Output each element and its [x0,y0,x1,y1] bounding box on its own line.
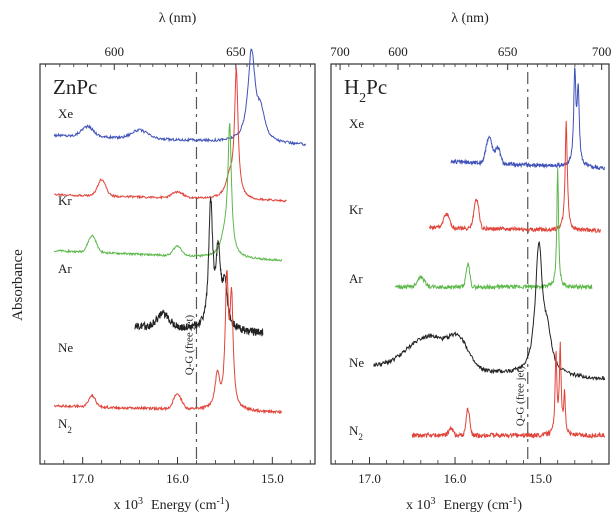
top-axis-label: λ (nm) [451,11,489,26]
spectrum-n2 [53,270,283,415]
x-axis-label-prefix: x 10 [114,498,139,513]
top-tick-label: 700 [592,44,612,59]
panel-title: ZnPc [53,75,97,99]
bottom-tick-label: 17.0 [358,471,381,486]
bottom-tick-label: 16.0 [444,471,467,486]
spectrum-kr [54,67,287,203]
x-axis-label-unit-exponent: -1 [509,496,517,507]
series-label: Ar [349,271,363,286]
spectrum-ne [134,197,264,337]
top-axis-label: λ (nm) [159,11,197,26]
y-axis-label: Absorbance [10,249,26,321]
series-label: N2 [349,423,363,442]
top-tick-label: 650 [498,44,518,59]
bottom-tick-label: 16.0 [166,471,189,486]
spectrum-ne [373,240,606,381]
x-axis-label: x 103 Energy (cm-1) [406,496,522,514]
series-label: Ar [58,261,72,276]
panel-h2pc: 600 650 700 λ (nm) 17.0 16.0 15.0 x 103 Energy (… [330,11,612,514]
x-axis-label-exponent: 3 [138,496,143,507]
series-label: Kr [349,202,363,217]
plot-frame [39,63,316,465]
x-axis-label-prefix: x 10 [406,498,431,513]
panel-title: H2Pc [344,75,387,106]
spectrum-ar [53,123,283,262]
plot-frame [330,63,610,465]
spectrum-xe [53,48,306,147]
free-jet-marker-label: Q-G (free jet) [515,365,527,426]
x-axis-label-exponent: 3 [431,496,436,507]
top-tick-label: 650 [226,44,246,59]
series-label: Kr [58,193,72,208]
panel-znpc: 600 650 700 λ (nm) 17.0 16.0 15.0 x 103 Energy (… [39,11,350,514]
x-axis-label-unit-exponent: -1 [216,496,224,507]
top-tick-label: 600 [388,44,408,59]
series-label: Ne [58,340,73,355]
series-label: Xe [58,106,73,121]
spectrum-xe [450,66,605,171]
bottom-tick-label: 15.0 [529,471,552,486]
x-axis-label-main: Energy (cm [444,498,510,513]
x-axis-label-close: ) [225,498,230,513]
series-label: N2 [58,416,72,435]
x-axis-label-close: ) [517,498,522,513]
top-tick-label: 600 [105,44,125,59]
spectrum-kr [428,120,601,234]
x-axis-label: x 103 Energy (cm-1) [114,496,230,514]
top-tick-label: 700 [330,44,350,59]
spectrum-ar [394,168,593,291]
spectrum-n2 [411,341,606,439]
series-label: Xe [349,116,364,131]
free-jet-marker-label: Q-G (free jet) [183,314,195,375]
series-label: Ne [349,355,364,370]
x-axis-label-main: Energy (cm [151,498,217,513]
bottom-tick-label: 15.0 [261,471,284,486]
bottom-tick-label: 17.0 [71,471,94,486]
